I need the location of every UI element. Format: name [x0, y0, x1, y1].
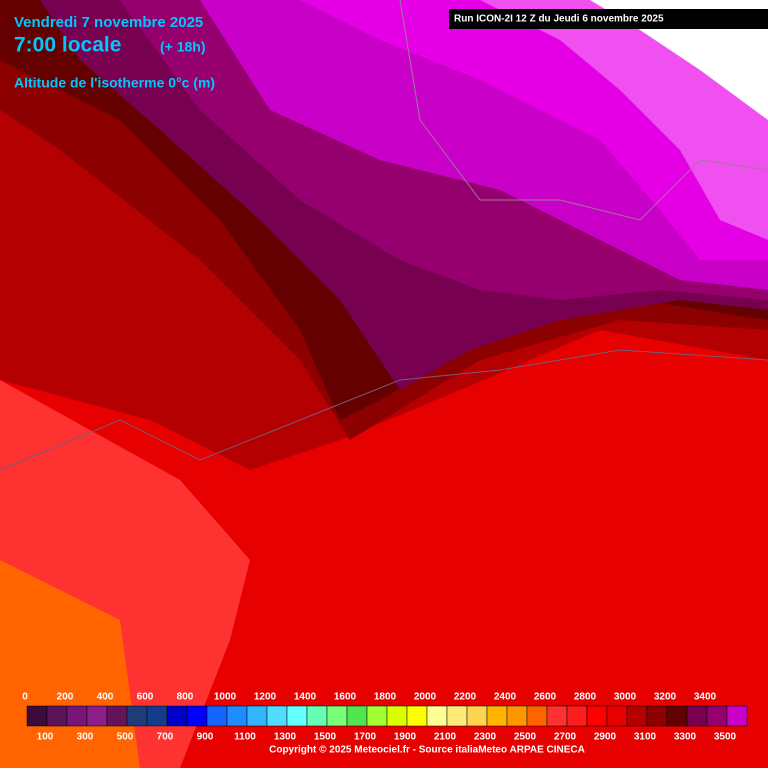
parameter: Altitude de l'isotherme 0°c (m)	[14, 75, 215, 91]
legend-swatch	[206, 705, 228, 727]
legend-label: 200	[57, 692, 74, 703]
legend-swatch	[126, 705, 148, 727]
legend-label: 600	[137, 692, 154, 703]
lead: (+ 18h)	[160, 39, 206, 55]
legend-swatch	[246, 705, 268, 727]
legend-swatch	[366, 705, 388, 727]
legend-label: 1700	[354, 732, 377, 743]
legend-label: 500	[117, 732, 134, 743]
legend-swatch	[526, 705, 548, 727]
legend-label: 3200	[654, 692, 677, 703]
legend-swatch	[466, 705, 488, 727]
legend-swatch	[86, 705, 108, 727]
legend-swatch	[326, 705, 348, 727]
legend-label: 2800	[574, 692, 597, 703]
legend-swatch	[546, 705, 568, 727]
legend-label: 300	[77, 732, 94, 743]
date: Vendredi 7 novembre 2025	[14, 14, 203, 31]
copyright: Copyright © 2025 Meteociel.fr - Source i…	[269, 745, 585, 756]
legend-swatch	[26, 705, 48, 727]
legend-swatch	[626, 705, 648, 727]
field	[590, 0, 768, 120]
border	[399, 0, 768, 221]
legend-label: 1100	[234, 732, 256, 743]
legend-swatch	[46, 705, 68, 727]
legend-label: 1000	[214, 692, 237, 703]
legend-label: 3400	[694, 692, 717, 703]
border	[0, 349, 768, 471]
legend-label: 1800	[374, 692, 397, 703]
legend-swatch	[186, 705, 208, 727]
legend-label: 3300	[674, 732, 697, 743]
legend-label: 1900	[394, 732, 417, 743]
legend-label: 1400	[294, 692, 317, 703]
legend-label: 1300	[274, 732, 297, 743]
legend-swatch	[266, 705, 288, 727]
legend-swatch	[426, 705, 448, 727]
run-info: Run ICON-2I 12 Z du Jeudi 6 novembre 202…	[454, 14, 664, 25]
legend-swatch	[66, 705, 88, 727]
legend-label: 2000	[414, 692, 437, 703]
legend-swatch	[586, 705, 608, 727]
legend-swatch	[646, 705, 668, 727]
legend-label: 2200	[454, 692, 477, 703]
legend-label: 1500	[314, 732, 337, 743]
run-box	[449, 9, 768, 29]
legend-swatch	[706, 705, 728, 727]
time: 7:00 locale	[14, 34, 121, 57]
legend-swatch	[406, 705, 428, 727]
legend-swatch	[606, 705, 628, 727]
legend-label: 2700	[554, 732, 577, 743]
legend-swatch	[566, 705, 588, 727]
legend-label: 3000	[614, 692, 637, 703]
legend-label: 2900	[594, 732, 617, 743]
legend-label: 2500	[514, 732, 537, 743]
legend-swatch	[486, 705, 508, 727]
legend-label: 1600	[334, 692, 357, 703]
legend-label: 2300	[474, 732, 497, 743]
legend-swatch	[306, 705, 328, 727]
legend-label: 900	[197, 732, 214, 743]
legend-swatch	[446, 705, 468, 727]
legend-label: 400	[97, 692, 114, 703]
legend-label: 2100	[434, 732, 457, 743]
legend-label: 0	[22, 692, 28, 703]
legend-label: 3100	[634, 732, 657, 743]
legend-swatch	[146, 705, 168, 727]
legend-swatch	[106, 705, 128, 727]
legend-swatch	[346, 705, 368, 727]
legend-swatch	[226, 705, 248, 727]
legend-swatch	[726, 705, 748, 727]
legend-swatch	[686, 705, 708, 727]
legend-label: 2400	[494, 692, 517, 703]
legend-swatch	[286, 705, 308, 727]
legend-label: 800	[177, 692, 194, 703]
legend-label: 2600	[534, 692, 557, 703]
legend-label: 700	[157, 732, 174, 743]
legend-swatch	[666, 705, 688, 727]
legend-swatch	[506, 705, 528, 727]
legend-label: 1200	[254, 692, 277, 703]
legend-swatch	[386, 705, 408, 727]
legend-label: 3500	[714, 732, 737, 743]
legend-swatch	[166, 705, 188, 727]
legend-label: 100	[37, 732, 54, 743]
